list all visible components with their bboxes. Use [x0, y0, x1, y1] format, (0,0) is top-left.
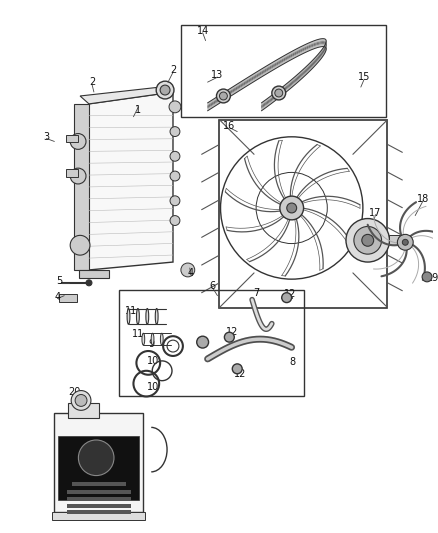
- Bar: [59, 294, 77, 302]
- Circle shape: [70, 134, 86, 149]
- Bar: [219, 120, 388, 308]
- Bar: [181, 25, 385, 117]
- Ellipse shape: [151, 333, 154, 345]
- Circle shape: [156, 81, 174, 99]
- Polygon shape: [74, 104, 89, 270]
- Circle shape: [216, 89, 230, 103]
- Text: 2: 2: [170, 65, 176, 75]
- Circle shape: [219, 92, 227, 100]
- Text: 4: 4: [54, 292, 60, 302]
- Ellipse shape: [155, 309, 158, 324]
- Circle shape: [170, 196, 180, 206]
- Circle shape: [224, 332, 234, 342]
- Circle shape: [70, 168, 86, 184]
- Text: 12: 12: [284, 289, 297, 298]
- Circle shape: [160, 85, 170, 95]
- Text: 20: 20: [68, 386, 80, 397]
- Text: 10: 10: [147, 356, 159, 366]
- Circle shape: [422, 272, 432, 282]
- Circle shape: [287, 203, 297, 213]
- Text: 4: 4: [188, 268, 194, 278]
- Circle shape: [275, 89, 283, 97]
- Circle shape: [170, 151, 180, 161]
- Text: 16: 16: [223, 120, 236, 131]
- Circle shape: [70, 236, 90, 255]
- Bar: [54, 413, 143, 512]
- Text: 1: 1: [135, 105, 141, 115]
- Text: 8: 8: [290, 357, 296, 367]
- Circle shape: [346, 219, 389, 262]
- Bar: [67, 510, 131, 514]
- Bar: [72, 482, 126, 487]
- Text: M: M: [91, 453, 102, 463]
- Circle shape: [170, 215, 180, 225]
- Bar: [58, 436, 139, 500]
- Text: 7: 7: [253, 288, 259, 298]
- Text: 6: 6: [209, 281, 215, 291]
- Circle shape: [403, 239, 408, 245]
- Circle shape: [78, 440, 114, 475]
- Bar: [67, 490, 131, 494]
- Bar: [66, 169, 78, 177]
- Ellipse shape: [142, 333, 145, 345]
- Text: 3: 3: [43, 132, 49, 141]
- Circle shape: [169, 101, 181, 113]
- Circle shape: [170, 171, 180, 181]
- Circle shape: [170, 127, 180, 136]
- Bar: [53, 512, 145, 520]
- Ellipse shape: [160, 333, 163, 345]
- Circle shape: [362, 235, 374, 246]
- Polygon shape: [80, 86, 173, 104]
- Text: 15: 15: [357, 72, 370, 82]
- Circle shape: [232, 364, 242, 374]
- Ellipse shape: [146, 309, 148, 324]
- Circle shape: [397, 235, 413, 250]
- Circle shape: [71, 391, 91, 410]
- Text: 17: 17: [369, 208, 382, 217]
- Bar: [67, 497, 131, 501]
- Circle shape: [354, 227, 381, 254]
- Ellipse shape: [137, 309, 139, 324]
- Bar: [66, 134, 78, 142]
- Text: 9: 9: [148, 339, 154, 349]
- Circle shape: [75, 394, 87, 406]
- Text: 10: 10: [147, 382, 159, 392]
- Bar: [79, 270, 109, 278]
- Text: 12: 12: [226, 327, 238, 337]
- Text: 2: 2: [89, 77, 95, 87]
- Circle shape: [197, 336, 208, 348]
- Polygon shape: [89, 92, 173, 270]
- Text: 14: 14: [197, 26, 209, 36]
- Circle shape: [282, 293, 292, 303]
- Text: 11: 11: [132, 329, 145, 339]
- Text: 18: 18: [417, 194, 429, 204]
- Text: 11: 11: [125, 306, 138, 317]
- Circle shape: [272, 86, 286, 100]
- Circle shape: [280, 196, 304, 220]
- Bar: [68, 403, 99, 418]
- Ellipse shape: [127, 309, 130, 324]
- Bar: [389, 236, 401, 245]
- Circle shape: [86, 280, 92, 286]
- Text: 5: 5: [56, 276, 63, 286]
- Text: 12: 12: [234, 369, 247, 379]
- Circle shape: [181, 263, 195, 277]
- Text: 19: 19: [427, 273, 438, 283]
- Text: 13: 13: [212, 70, 223, 80]
- Bar: [119, 290, 304, 397]
- Bar: [67, 504, 131, 508]
